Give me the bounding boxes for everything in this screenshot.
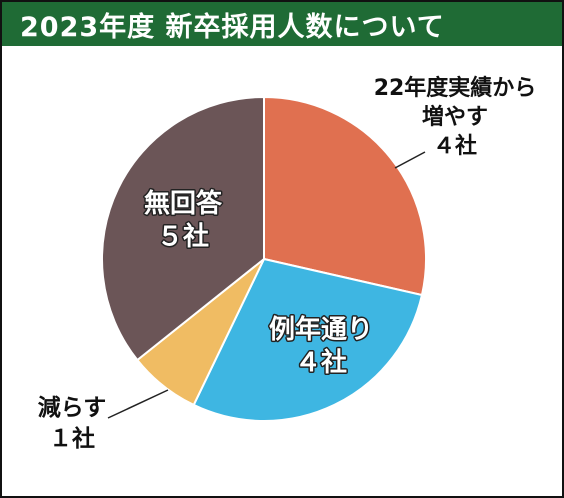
slice-label-4-line-2: ５社 <box>157 221 209 252</box>
pie-slice-2 <box>192 257 424 423</box>
chart-title: 2023年度 新卒採用人数について <box>20 11 445 43</box>
slice-label-1-line-2: 増やす <box>422 104 488 130</box>
slice-label-2-line-1: 例年通り <box>269 314 373 345</box>
slice-label-3-line-1: 減らす <box>38 395 107 421</box>
slice-label-2-line-2: ４社 <box>295 347 347 378</box>
leader-line-3 <box>107 389 169 419</box>
pie-slice-1 <box>263 95 427 297</box>
pie-slice-4 <box>101 95 265 362</box>
slice-label-1-line-3: ４社 <box>433 133 477 159</box>
slice-label-4-line-1: 無回答 <box>144 188 223 219</box>
leader-line-1 <box>394 151 426 169</box>
pie-slices <box>101 95 427 423</box>
leader-lines <box>107 151 426 419</box>
slice-label-3-line-2: １社 <box>49 425 95 452</box>
slice-label-1-line-1: 22年度実績から <box>374 75 537 101</box>
title-bar: 2023年度 新卒採用人数について <box>2 2 562 46</box>
